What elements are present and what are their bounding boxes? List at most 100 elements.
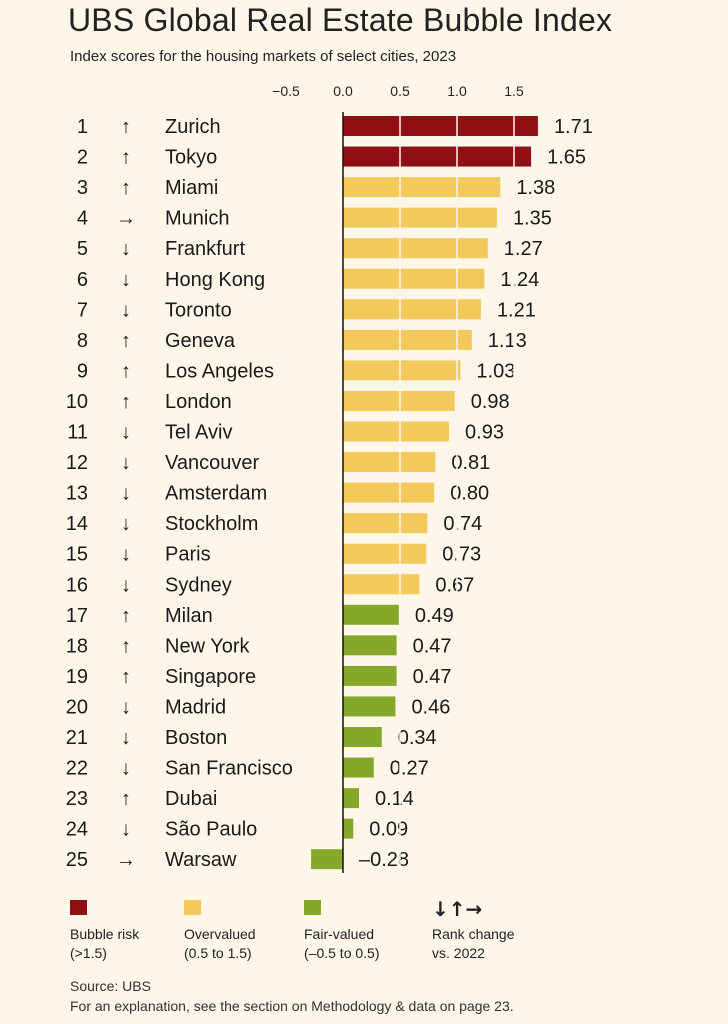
bar <box>343 727 382 747</box>
bar <box>343 604 399 625</box>
value-label: 1.71 <box>554 116 593 138</box>
rank-number: 16 <box>66 574 88 596</box>
bar <box>343 543 427 564</box>
value-label: 1.03 <box>476 360 515 382</box>
city-label: Paris <box>165 544 211 566</box>
rank-number: 3 <box>77 177 88 199</box>
arrow-up-icon: ↑ <box>121 605 131 627</box>
bar <box>343 207 497 228</box>
arrow-down-icon: ↓ <box>121 727 131 749</box>
legend-swatch-fair <box>304 900 321 915</box>
rank-number: 23 <box>66 788 88 810</box>
city-label: Miami <box>165 177 218 199</box>
arrow-down-icon: ↓ <box>121 238 131 260</box>
bar <box>343 360 461 381</box>
legend-fair-label: Fair-valued <box>304 926 375 942</box>
bar <box>343 818 354 839</box>
city-label: Warsaw <box>165 849 237 871</box>
rank-number: 14 <box>66 513 88 535</box>
x-tick-label: 1.0 <box>447 83 467 99</box>
rank-number: 17 <box>66 605 88 627</box>
value-label: 0.74 <box>443 513 482 535</box>
legend-bubble-risk: Bubble risk (>1.5) <box>70 900 139 963</box>
city-label: Frankfurt <box>165 238 245 260</box>
bar <box>343 482 435 503</box>
city-label: Hong Kong <box>165 269 265 291</box>
bubble-index-chart: −0.5 0.0 0.5 1.0 1.5 1 ↑ Zurich 1.71 2 ↑ Tokyo 1.65 3… <box>66 83 593 874</box>
city-label: Singapore <box>165 666 256 688</box>
value-label: 0.80 <box>450 483 489 505</box>
city-label: Zurich <box>165 116 221 138</box>
rank-number: 2 <box>77 147 88 169</box>
city-label: Dubai <box>165 788 217 810</box>
bar <box>343 788 359 809</box>
arrow-up-icon: ↑ <box>121 788 131 810</box>
value-label: 0.34 <box>398 727 437 749</box>
rank-number: 22 <box>66 758 88 780</box>
arrow-up-icon: ↑ <box>121 360 131 382</box>
value-label: 1.35 <box>513 208 552 230</box>
bar <box>343 574 420 595</box>
bar <box>343 421 450 442</box>
arrow-down-icon: ↓ <box>121 299 131 321</box>
rank-number: 5 <box>77 238 88 260</box>
legend-fair-range: (–0.5 to 0.5) <box>304 945 380 961</box>
rank-number: 4 <box>77 208 88 230</box>
city-label: Sydney <box>165 574 232 596</box>
rank-number: 7 <box>77 299 88 321</box>
arrow-down-icon: ↓ <box>121 696 131 718</box>
bar <box>343 268 485 289</box>
legend-bubble-label: Bubble risk <box>70 926 140 942</box>
rank-number: 11 <box>67 422 88 444</box>
city-label: New York <box>165 635 250 657</box>
bar <box>343 116 538 136</box>
arrow-up-icon: ↑ <box>121 177 131 199</box>
rank-number: 10 <box>66 391 88 413</box>
arrow-up-icon: ↑ <box>121 147 131 169</box>
rank-number: 20 <box>66 696 88 718</box>
city-label: London <box>165 391 232 413</box>
source-note: Source: UBS <box>70 978 151 994</box>
x-tick-label: 1.5 <box>504 83 524 99</box>
city-label: Milan <box>165 605 213 627</box>
legend-bubble-range: (>1.5) <box>70 945 107 961</box>
arrow-up-icon: ↑ <box>121 666 131 688</box>
rank-number: 25 <box>66 849 88 871</box>
arrow-down-icon: ↓ <box>121 513 131 535</box>
value-label: 1.27 <box>504 238 543 260</box>
x-tick-label: 0.0 <box>333 83 353 99</box>
city-label: Madrid <box>165 696 226 718</box>
arrow-down-icon: ↓ <box>121 269 131 291</box>
rank-number: 8 <box>77 330 88 352</box>
legend-overvalued-range: (0.5 to 1.5) <box>184 945 252 961</box>
bar <box>343 329 472 350</box>
bar <box>343 513 428 534</box>
rank-number: 15 <box>66 544 88 566</box>
value-label: 0.09 <box>369 819 408 841</box>
city-label: Los Angeles <box>165 360 274 382</box>
city-label: Amsterdam <box>165 483 267 505</box>
value-label: 0.93 <box>465 422 504 444</box>
bar <box>343 299 481 320</box>
legend-overvalued: Overvalued (0.5 to 1.5) <box>184 900 256 963</box>
value-label: 1.65 <box>547 147 586 169</box>
legend-rank-change-period: vs. 2022 <box>432 945 485 961</box>
arrow-down-icon: ↓ <box>121 452 131 474</box>
arrow-down-icon: ↓ <box>121 574 131 596</box>
arrow-down-icon: ↓ <box>121 819 131 841</box>
value-label: 0.49 <box>415 605 454 627</box>
rank-number: 1 <box>77 116 88 138</box>
x-tick-label: 0.5 <box>390 83 410 99</box>
arrow-up-icon: ↑ <box>121 635 131 657</box>
legend-swatch-overvalued <box>184 900 201 915</box>
chart-subtitle: Index scores for the housing markets of … <box>70 48 457 65</box>
value-label: 1.13 <box>488 330 527 352</box>
arrow-up-icon: ↑ <box>121 391 131 413</box>
arrow-down-icon: ↓ <box>121 422 131 444</box>
value-label: 0.81 <box>451 452 490 474</box>
city-label: Vancouver <box>165 452 259 474</box>
bar <box>311 849 343 870</box>
rank-number: 24 <box>66 819 88 841</box>
legend-rank-change: ↓↑→ Rank change vs. 2022 <box>432 899 515 963</box>
rank-number: 13 <box>66 483 88 505</box>
